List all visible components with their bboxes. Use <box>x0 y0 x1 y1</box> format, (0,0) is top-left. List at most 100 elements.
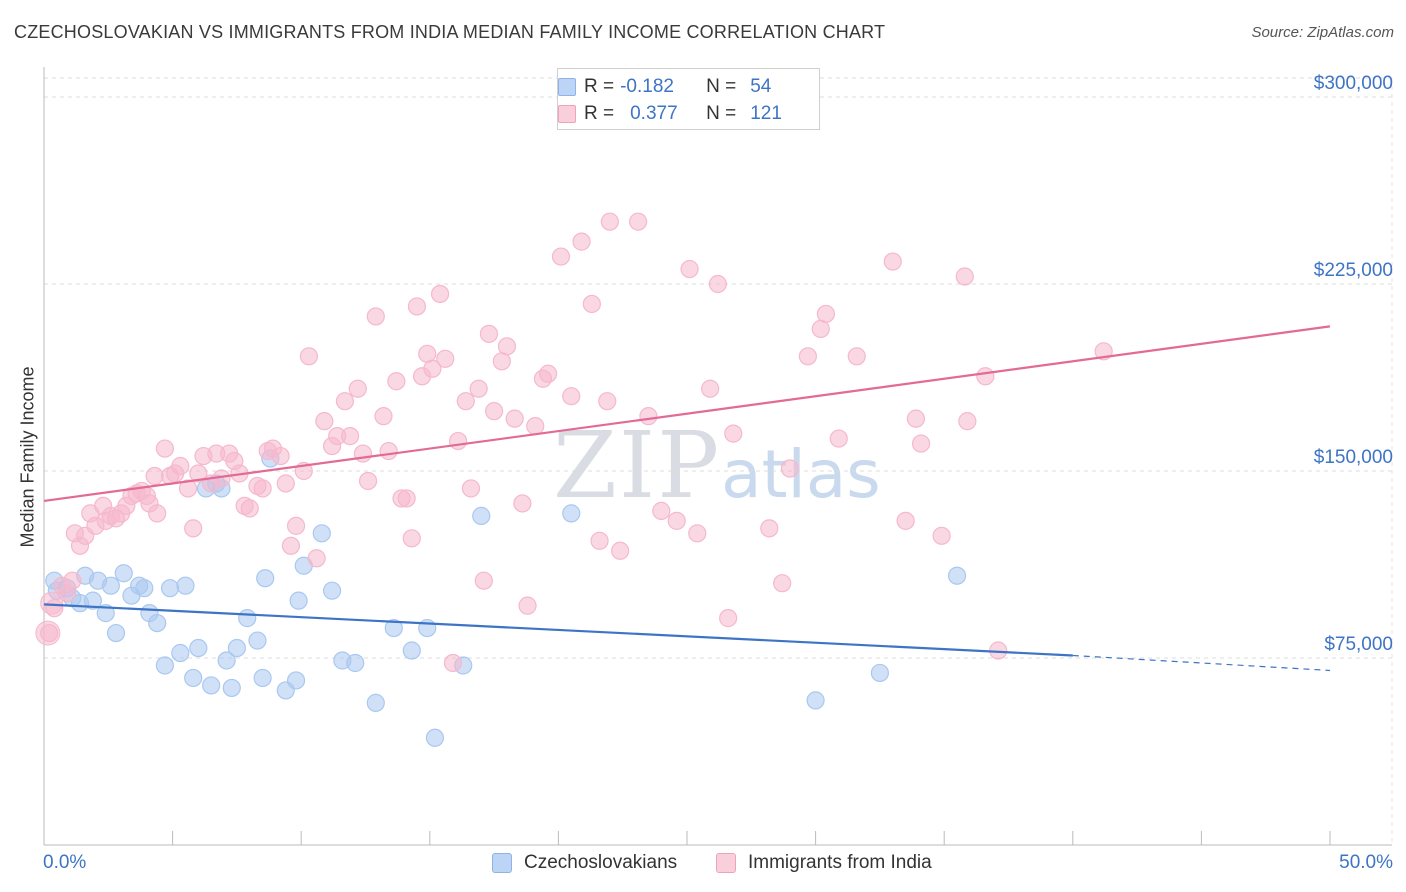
data-point <box>155 656 174 675</box>
data-point <box>806 691 825 710</box>
data-point <box>562 504 581 523</box>
data-point <box>430 284 450 304</box>
data-point <box>572 232 591 251</box>
data-point <box>667 511 686 530</box>
data-point <box>96 604 115 623</box>
source-label: Source: ZipAtlas.com <box>1251 24 1394 41</box>
data-point <box>513 494 532 513</box>
data-point <box>271 446 290 466</box>
data-point <box>184 519 203 538</box>
data-point <box>315 412 334 431</box>
data-point <box>724 424 743 443</box>
y-tick-label: $300,000 <box>1313 73 1393 94</box>
data-point <box>217 651 236 670</box>
data-point <box>958 412 977 431</box>
data-point <box>160 579 180 598</box>
y-tick-label: $150,000 <box>1313 447 1393 468</box>
data-point <box>366 307 385 326</box>
data-point <box>248 631 267 650</box>
legend-r-label: R = <box>584 76 615 97</box>
data-point <box>322 581 342 600</box>
data-point <box>307 549 326 568</box>
data-point <box>505 409 524 428</box>
gridlines <box>44 77 1393 845</box>
legend-n-label: N = <box>706 76 737 97</box>
legend-label: Czechoslovakians <box>524 852 678 873</box>
data-point <box>611 541 630 560</box>
data-point <box>870 663 890 683</box>
watermark-zip: ZIP <box>553 412 722 519</box>
legend-row-czechoslovakians: R = -0.182 N = 54 <box>558 75 772 99</box>
data-point <box>582 294 601 314</box>
watermark: ZIPatlas <box>553 412 881 519</box>
data-point <box>479 324 499 343</box>
legend-item-immigrants-from-india: Immigrants from India <box>716 852 932 874</box>
data-point <box>497 337 517 356</box>
data-point <box>340 426 360 446</box>
data-point <box>171 456 190 476</box>
data-point <box>281 536 301 555</box>
data-point <box>652 501 671 520</box>
data-point <box>286 671 306 690</box>
data-point <box>189 638 208 658</box>
axes <box>43 67 1392 846</box>
data-point <box>155 439 174 458</box>
x-tick-label-max: 50.0% <box>1339 852 1393 873</box>
legend-n-value: 54 <box>750 76 772 97</box>
data-point <box>598 392 617 411</box>
data-point <box>680 259 699 279</box>
data-point <box>402 529 421 548</box>
data-point <box>932 526 951 545</box>
data-point <box>526 417 545 436</box>
data-point <box>485 402 504 421</box>
data-point <box>590 531 609 550</box>
data-point <box>474 571 493 590</box>
data-point <box>148 613 167 633</box>
data-point <box>773 574 792 593</box>
legend-r-value: -0.182 <box>620 76 674 97</box>
data-point <box>436 349 455 368</box>
data-point <box>402 641 421 660</box>
data-point <box>443 653 463 673</box>
data-point <box>106 623 126 643</box>
data-point <box>539 364 558 383</box>
data-point <box>708 274 727 294</box>
data-point <box>397 489 416 508</box>
data-point <box>551 247 571 266</box>
data-point <box>148 504 167 523</box>
trend-lines <box>43 325 1331 672</box>
data-point <box>374 407 393 426</box>
data-point <box>469 379 488 398</box>
legend-n-label: N = <box>706 103 737 124</box>
series-immigrants-from-india <box>35 212 1113 673</box>
legend-swatch-blue <box>558 78 576 96</box>
trend-line-immigrants-from-india <box>43 325 1331 503</box>
y-tick-label: $225,000 <box>1313 260 1393 281</box>
data-point <box>202 676 221 695</box>
data-point <box>906 409 926 428</box>
y-axis-label: Median Family Income <box>17 366 38 548</box>
data-point <box>911 434 931 453</box>
data-point <box>222 678 241 698</box>
data-point <box>976 367 995 386</box>
x-tick-label-min: 0.0% <box>43 852 87 873</box>
data-point <box>299 347 319 366</box>
data-point <box>518 596 537 615</box>
data-point <box>407 297 427 316</box>
data-point <box>145 466 164 486</box>
data-point <box>184 668 203 688</box>
legend-r-value: 0.377 <box>630 103 678 124</box>
legend-swatch-pink <box>558 105 576 123</box>
chart-title: CZECHOSLOVAKIAN VS IMMIGRANTS FROM INDIA… <box>14 22 886 42</box>
data-point <box>176 576 195 595</box>
data-point <box>798 347 817 366</box>
trend-line-czechoslovakians <box>43 603 1073 657</box>
data-point <box>178 479 198 498</box>
data-point <box>171 643 190 663</box>
data-point <box>227 638 246 658</box>
data-point <box>760 519 779 538</box>
data-point <box>379 441 398 461</box>
data-point <box>240 499 259 518</box>
data-point <box>780 459 799 478</box>
